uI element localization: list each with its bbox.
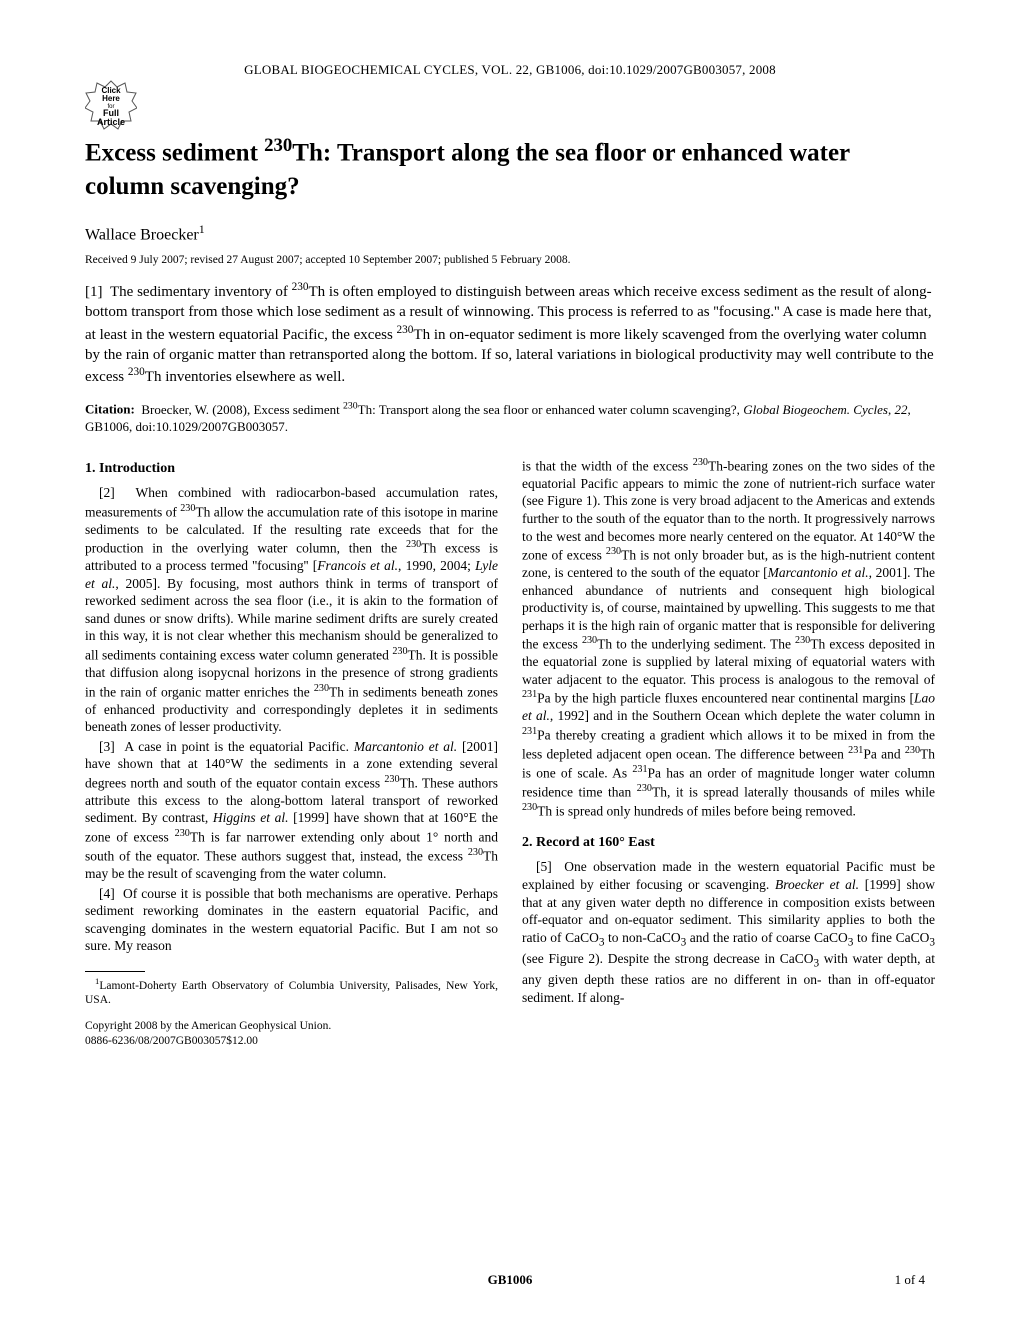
abstract: [1] The sedimentary inventory of 230Th i… xyxy=(85,280,935,387)
right-column: is that the width of the excess 230Th-be… xyxy=(522,456,935,1048)
body-columns: 1. Introduction [2] When combined with r… xyxy=(85,456,935,1048)
citation-label: Citation: xyxy=(85,402,135,417)
page-footer-right: 1 of 4 xyxy=(895,1272,925,1288)
author-name: Wallace Broecker xyxy=(85,226,199,243)
title-sup: 230 xyxy=(264,135,292,156)
page-footer-center: GB1006 xyxy=(0,1272,1020,1288)
svg-text:Article: Article xyxy=(97,117,125,127)
footnote-1: 1Lamont-Doherty Earth Observatory of Col… xyxy=(85,976,498,1008)
section-1-heading: 1. Introduction xyxy=(85,460,498,478)
journal-header: GLOBAL BIOGEOCHEMICAL CYCLES, VOL. 22, G… xyxy=(85,62,935,78)
copyright-line-2: 0886-6236/08/2007GB003057$12.00 xyxy=(85,1034,498,1048)
paragraph-4: [4] Of course it is possible that both m… xyxy=(85,885,498,955)
left-column: 1. Introduction [2] When combined with r… xyxy=(85,456,498,1048)
abstract-text: The sedimentary inventory of 230Th is of… xyxy=(85,284,934,385)
citation-text: Broecker, W. (2008), Excess sediment 230… xyxy=(85,402,911,435)
paragraph-2: [2] When combined with radiocarbon-based… xyxy=(85,484,498,736)
title-text-1: Excess sediment xyxy=(85,139,264,166)
paragraph-3: [3] A case in point is the equatorial Pa… xyxy=(85,738,498,883)
author-affil-sup: 1 xyxy=(199,222,205,236)
click-here-icon: Click Here for Full Article xyxy=(85,80,137,132)
click-here-badge[interactable]: Click Here for Full Article xyxy=(85,80,137,132)
copyright: Copyright 2008 by the American Geophysic… xyxy=(85,1019,498,1048)
paragraph-5: [5] One observation made in the western … xyxy=(522,858,935,1006)
author-line: Wallace Broecker1 xyxy=(85,222,935,244)
section-2-heading: 2. Record at 160° East xyxy=(522,834,935,852)
footnote-rule xyxy=(85,971,145,972)
svg-text:Here: Here xyxy=(102,94,120,103)
copyright-line-1: Copyright 2008 by the American Geophysic… xyxy=(85,1019,498,1033)
abstract-label: [1] xyxy=(85,284,110,300)
col2-continuation: is that the width of the excess 230Th-be… xyxy=(522,456,935,820)
article-dates: Received 9 July 2007; revised 27 August … xyxy=(85,254,935,266)
page-id: GB1006 xyxy=(488,1272,533,1288)
article-title: Excess sediment 230Th: Transport along t… xyxy=(85,133,935,204)
citation: Citation: Broecker, W. (2008), Excess se… xyxy=(85,399,935,435)
